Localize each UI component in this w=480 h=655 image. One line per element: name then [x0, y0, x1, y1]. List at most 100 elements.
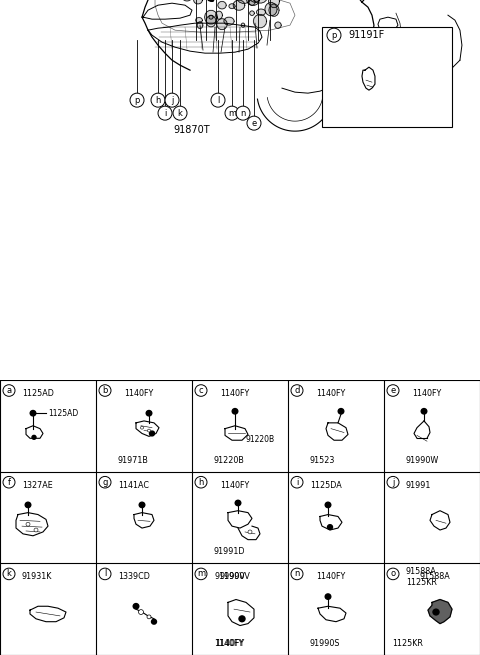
Circle shape	[3, 384, 15, 396]
Polygon shape	[233, 0, 245, 10]
Polygon shape	[269, 4, 279, 16]
Circle shape	[235, 500, 241, 506]
Text: d: d	[294, 386, 300, 395]
Circle shape	[248, 530, 252, 534]
Text: 91588A: 91588A	[420, 572, 451, 582]
Circle shape	[338, 409, 344, 414]
Text: 1125DA: 1125DA	[310, 481, 342, 490]
Text: 91971B: 91971B	[118, 455, 149, 464]
Text: 1125AD: 1125AD	[48, 409, 78, 418]
Text: m: m	[197, 569, 205, 578]
Circle shape	[327, 525, 333, 529]
Polygon shape	[229, 4, 235, 9]
Text: i: i	[164, 109, 166, 118]
Polygon shape	[197, 22, 203, 29]
Text: 91931K: 91931K	[22, 572, 52, 582]
Text: 1140FY: 1140FY	[216, 639, 245, 648]
Text: o: o	[390, 569, 396, 578]
Circle shape	[99, 568, 111, 580]
Text: k: k	[178, 109, 182, 118]
Text: 91990V: 91990V	[220, 572, 251, 582]
Text: 91220B: 91220B	[245, 435, 274, 444]
Circle shape	[325, 594, 331, 599]
Circle shape	[99, 476, 111, 488]
Polygon shape	[193, 0, 203, 4]
Text: c: c	[199, 386, 204, 395]
Circle shape	[130, 93, 144, 107]
Text: 91870T: 91870T	[174, 125, 210, 135]
Circle shape	[3, 568, 15, 580]
Circle shape	[149, 431, 155, 436]
Text: p: p	[331, 31, 336, 40]
Circle shape	[239, 616, 245, 622]
Circle shape	[211, 93, 225, 107]
Circle shape	[387, 384, 399, 396]
Polygon shape	[218, 1, 226, 9]
Text: k: k	[7, 569, 12, 578]
Circle shape	[225, 106, 239, 120]
Polygon shape	[256, 9, 265, 15]
Text: h: h	[156, 96, 161, 105]
Circle shape	[433, 609, 439, 615]
Text: 1125AD: 1125AD	[22, 389, 54, 398]
Text: 1140FY: 1140FY	[124, 389, 153, 398]
Circle shape	[421, 409, 427, 414]
Circle shape	[195, 476, 207, 488]
Polygon shape	[253, 14, 266, 28]
Text: 91990W: 91990W	[406, 455, 439, 464]
Polygon shape	[206, 16, 216, 27]
Text: 91991: 91991	[406, 481, 432, 490]
Text: 1140FY: 1140FY	[214, 639, 243, 648]
Circle shape	[147, 615, 151, 619]
Polygon shape	[216, 11, 222, 19]
Circle shape	[3, 476, 15, 488]
Polygon shape	[250, 0, 260, 2]
Circle shape	[25, 502, 31, 508]
Text: i: i	[296, 477, 298, 487]
Circle shape	[232, 409, 238, 414]
Polygon shape	[265, 3, 277, 16]
Polygon shape	[237, 0, 251, 3]
Text: j: j	[171, 96, 173, 105]
Circle shape	[32, 436, 36, 440]
Polygon shape	[275, 22, 281, 28]
Circle shape	[139, 502, 145, 508]
Circle shape	[236, 106, 250, 120]
Polygon shape	[182, 0, 192, 1]
Text: 1339CD: 1339CD	[118, 572, 150, 582]
Text: n: n	[294, 569, 300, 578]
Text: 91991D: 91991D	[214, 547, 245, 556]
Circle shape	[173, 106, 187, 120]
Circle shape	[247, 116, 261, 130]
Text: 1140FY: 1140FY	[220, 481, 249, 490]
Text: 91220B: 91220B	[214, 455, 245, 464]
Circle shape	[387, 476, 399, 488]
Text: 1140FY: 1140FY	[316, 572, 345, 582]
FancyBboxPatch shape	[322, 27, 452, 127]
Polygon shape	[249, 0, 255, 5]
Text: 1327AE: 1327AE	[22, 481, 53, 490]
Polygon shape	[268, 0, 279, 8]
Text: p: p	[134, 96, 140, 105]
Text: m: m	[228, 109, 236, 118]
Polygon shape	[253, 0, 267, 3]
Text: 1140FY: 1140FY	[220, 389, 249, 398]
Circle shape	[152, 619, 156, 624]
Circle shape	[387, 568, 399, 580]
Circle shape	[34, 528, 38, 532]
Circle shape	[139, 610, 144, 614]
Polygon shape	[224, 17, 234, 25]
Circle shape	[158, 106, 172, 120]
Circle shape	[141, 426, 144, 429]
Text: j: j	[392, 477, 394, 487]
Circle shape	[99, 384, 111, 396]
Text: n: n	[240, 109, 246, 118]
Text: 91990V: 91990V	[215, 572, 245, 582]
Polygon shape	[241, 23, 245, 28]
Circle shape	[30, 411, 36, 416]
Polygon shape	[428, 599, 452, 624]
Text: 91588A
1125KR: 91588A 1125KR	[406, 567, 437, 586]
Text: 91523: 91523	[310, 455, 336, 464]
Circle shape	[291, 476, 303, 488]
Polygon shape	[196, 18, 203, 23]
